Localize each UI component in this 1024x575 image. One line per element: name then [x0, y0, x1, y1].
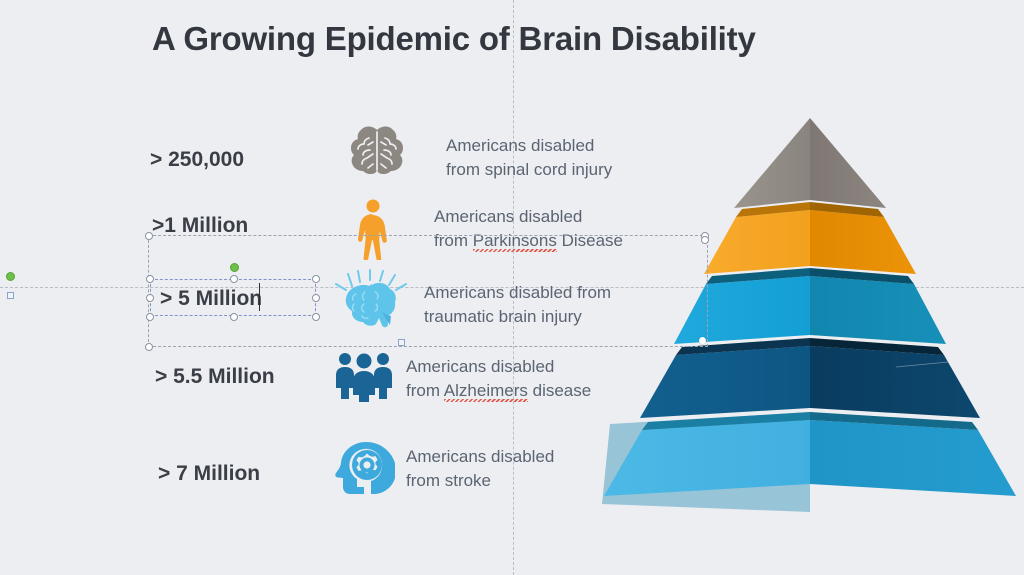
desc-line-2: from spinal cord injury [446, 160, 613, 180]
stat-value[interactable]: > 5.5 Million [155, 365, 275, 388]
desc-line-1: Americans disabled [446, 136, 595, 155]
pyramid-layer-navy [640, 338, 980, 418]
stat-value[interactable]: > 7 Million [158, 462, 261, 485]
misspelled-word[interactable]: Parkinsons [472, 231, 557, 251]
resize-handle-bottom-left[interactable] [146, 313, 154, 321]
head-gear-icon[interactable] [333, 440, 413, 502]
brain-impact-icon[interactable] [332, 268, 412, 330]
resize-handle-middle-left[interactable] [146, 294, 154, 302]
object-rotation-handle-left[interactable] [6, 272, 15, 281]
page-title[interactable]: A Growing Epidemic of Brain Disability [152, 20, 756, 57]
object-handle-left[interactable] [7, 292, 14, 299]
stat-value[interactable]: >1 Million [152, 214, 249, 237]
resize-handle-top-right[interactable] [312, 275, 320, 283]
stat-value[interactable]: > 5 Million [160, 287, 263, 310]
pyramid-layer-apex-gray [734, 118, 886, 208]
resize-handle-top-left[interactable] [146, 275, 154, 283]
stat-description[interactable]: Americans disabled from traumatic brain … [424, 281, 694, 329]
stat-description[interactable]: Americans disabled from spinal cord inju… [446, 134, 696, 182]
stat-row-spinal-cord: > 250,000 Americans disabled from spinal… [0, 0, 700, 179]
pyramid-layer-cyan [674, 268, 946, 344]
resize-handle-bottom-right[interactable] [312, 313, 320, 321]
stat-row-traumatic-brain-injury: > 5 Million Americans disabled from trau… [0, 0, 700, 328]
desc-line-1: Americans disabled [406, 357, 555, 376]
desc-line-2: from Alzheimers disease [406, 381, 592, 401]
resize-handle-middle-right[interactable] [312, 294, 320, 302]
desc-line-2: traumatic brain injury [424, 307, 582, 327]
stat-row-alzheimers: > 5.5 Million Americans disabled from Al… [0, 0, 700, 407]
brain-top-view-icon[interactable] [337, 124, 417, 186]
text-caret [259, 283, 260, 311]
stat-value[interactable]: > 250,000 [150, 148, 245, 171]
pyramid-shape-handle[interactable] [699, 337, 706, 344]
group-handle-bottom-left[interactable] [145, 343, 153, 351]
stat-description[interactable]: Americans disabled from stroke [406, 445, 656, 493]
stat-row-stroke: > 7 Million Americans disabled from stro… [0, 0, 700, 494]
object-handle-parkinsons-right[interactable] [701, 236, 709, 244]
pyramid-layer-base-blue [602, 412, 1016, 512]
desc-line-1: Americans disabled from [424, 283, 612, 302]
resize-handle-bottom-center[interactable] [230, 313, 238, 321]
group-handle-top-left[interactable] [145, 232, 153, 240]
rotation-handle[interactable] [230, 263, 239, 272]
human-body-icon[interactable] [343, 198, 423, 262]
pyramid-graphic[interactable] [596, 112, 1024, 530]
desc-line-2: from stroke [406, 471, 492, 491]
stat-description[interactable]: Americans disabled from Alzheimers disea… [406, 355, 671, 403]
misspelled-word[interactable]: Alzheimers [443, 381, 528, 401]
group-handle-bottom-mid[interactable] [398, 339, 405, 346]
resize-handle-top-center[interactable] [230, 275, 238, 283]
desc-line-1: Americans disabled [406, 447, 555, 466]
three-people-icon[interactable] [333, 350, 413, 412]
pyramid-layer-orange [704, 202, 916, 274]
desc-line-1: Americans disabled [434, 207, 583, 226]
selected-text-box[interactable] [146, 263, 320, 321]
